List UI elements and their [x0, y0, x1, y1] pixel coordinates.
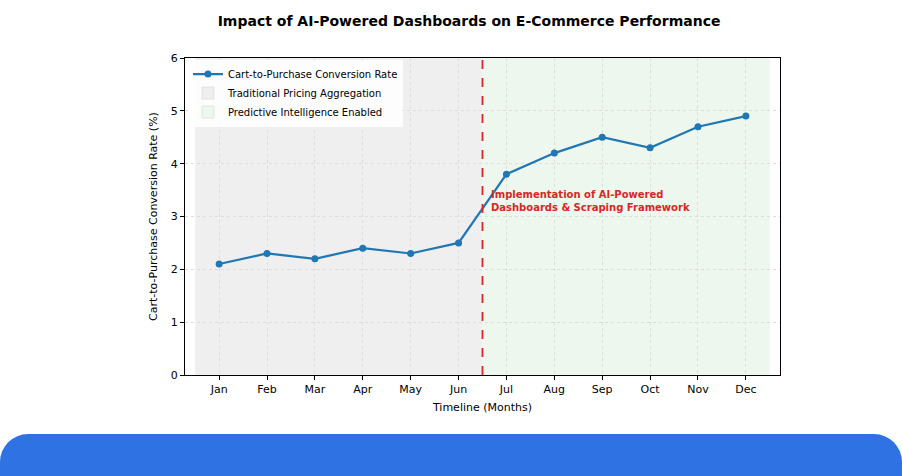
- svg-text:3: 3: [171, 210, 178, 223]
- svg-text:Predictive Intelligence Enable: Predictive Intelligence Enabled: [228, 107, 382, 118]
- svg-text:1: 1: [171, 316, 178, 329]
- svg-text:0: 0: [171, 369, 178, 382]
- svg-text:Dec: Dec: [735, 383, 756, 396]
- svg-text:Traditional Pricing Aggregatio: Traditional Pricing Aggregation: [227, 88, 381, 99]
- svg-text:Implementation of AI-PoweredDa: Implementation of AI-PoweredDashboards &…: [491, 189, 690, 213]
- svg-text:Mar: Mar: [305, 383, 326, 396]
- svg-text:Jul: Jul: [499, 383, 513, 396]
- svg-text:Sep: Sep: [592, 383, 613, 396]
- svg-text:6: 6: [171, 52, 178, 65]
- svg-text:Cart-to-Purchase Conversion Ra: Cart-to-Purchase Conversion Rate: [228, 69, 397, 80]
- svg-text:Timeline (Months): Timeline (Months): [432, 401, 532, 414]
- svg-text:2: 2: [171, 263, 178, 276]
- svg-text:4: 4: [171, 158, 178, 171]
- svg-text:Jun: Jun: [449, 383, 467, 396]
- svg-text:Feb: Feb: [257, 383, 276, 396]
- svg-text:Oct: Oct: [641, 383, 661, 396]
- svg-text:Impact of AI-Powered Dashboard: Impact of AI-Powered Dashboards on E-Com…: [218, 13, 721, 29]
- svg-text:Nov: Nov: [687, 383, 709, 396]
- svg-text:Apr: Apr: [353, 383, 373, 396]
- svg-text:Cart-to-Purchase Conversion Ra: Cart-to-Purchase Conversion Rate (%): [147, 112, 160, 321]
- svg-text:May: May: [399, 383, 422, 396]
- svg-text:Aug: Aug: [544, 383, 565, 396]
- svg-text:5: 5: [171, 105, 178, 118]
- svg-text:Jan: Jan: [210, 383, 228, 396]
